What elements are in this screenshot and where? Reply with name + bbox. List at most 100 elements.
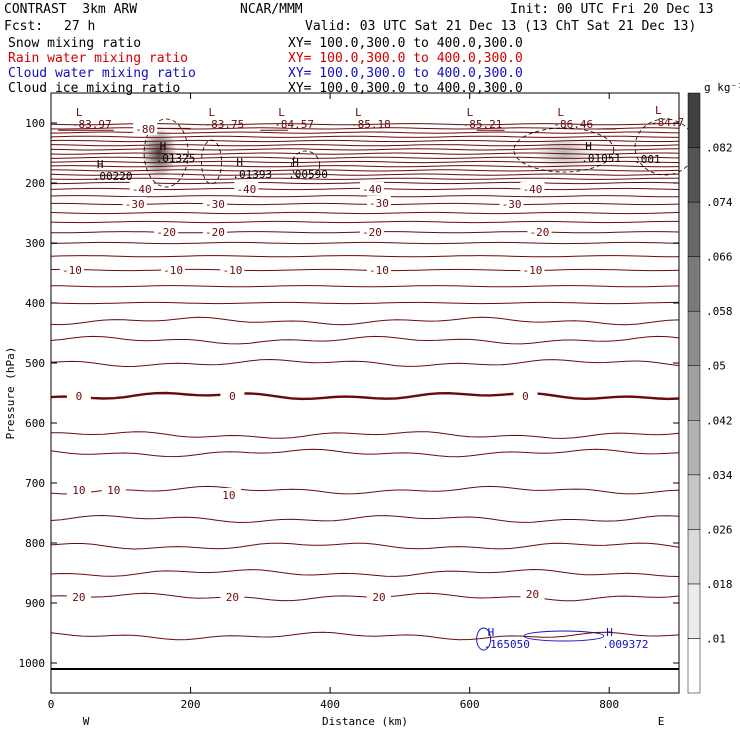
isotherm-line <box>50 156 680 159</box>
isotherm-line <box>50 152 680 155</box>
isotherm-line <box>50 268 680 272</box>
isotherm-line <box>50 391 680 401</box>
contour-label-bg <box>220 263 245 276</box>
colorbar-segment <box>687 638 701 694</box>
isotherm-line <box>50 592 680 602</box>
contour-label-bg <box>527 225 552 239</box>
field-name-cloud-ice: Cloud ice mixing ratio <box>8 81 181 96</box>
contour-label: -10 <box>222 264 242 277</box>
high-value: .01051 <box>581 152 621 165</box>
isotherm-line <box>50 316 680 326</box>
isotherm-line <box>50 241 680 245</box>
contour-label: 0 <box>522 390 529 403</box>
colorbar-segment <box>687 365 701 421</box>
contour-label: -40 <box>523 183 543 196</box>
field-name-snow: Snow mixing ratio <box>8 36 142 51</box>
valid-time: Valid: 03 UTC Sat 21 Dec 13 (13 ChT Sat … <box>305 19 697 34</box>
isotherm-line <box>51 202 680 206</box>
contour-label-bg <box>366 590 391 603</box>
mixing-ratio-contour <box>143 118 189 188</box>
contour-label: -10 <box>163 264 183 277</box>
organization: NCAR/MMM <box>240 2 303 17</box>
contour-label-bg <box>101 483 126 497</box>
high-value: .009372 <box>602 638 648 651</box>
low-value: -84.7 <box>651 116 684 129</box>
contour-label-bg <box>216 488 241 501</box>
mixing-ratio-contour <box>291 150 321 180</box>
contour-label: -10 <box>523 264 543 277</box>
contour-label: -20 <box>362 226 382 239</box>
high-value: .01393 <box>232 168 272 181</box>
contour-label: 10 <box>107 484 120 497</box>
colorbar-label: .026 <box>706 523 733 536</box>
contour-label-bg <box>220 590 245 603</box>
contour-label-bg <box>59 263 84 276</box>
isotherm-line <box>50 285 680 288</box>
high-marker: H <box>97 158 104 171</box>
colorbar-label: .01 <box>706 632 726 645</box>
y-tick-label: 400 <box>25 297 45 310</box>
colorbar-unit: g kg⁻¹ <box>704 81 740 94</box>
low-marker: L <box>208 106 215 119</box>
y-tick-label: 1000 <box>19 657 46 670</box>
y-tick-label: 800 <box>25 537 45 550</box>
y-tick-label: 200 <box>25 177 45 190</box>
field-name-rain: Rain water mixing ratio <box>8 51 189 66</box>
colorbar-segment <box>687 92 701 148</box>
x-tick-label: 0 <box>48 698 55 711</box>
contour-label-bg <box>366 263 391 276</box>
mixing-ratio-contour <box>201 139 222 185</box>
y-tick-label: 500 <box>25 357 45 370</box>
contour-label-bg <box>513 389 538 402</box>
contour-label: 0 <box>229 390 236 403</box>
x-tick-label: 800 <box>599 698 619 711</box>
low-value: -83.75 <box>204 118 244 131</box>
forecast-hours: 27 h <box>64 19 96 34</box>
high-value: .00220 <box>93 170 133 183</box>
contour-label: -10 <box>369 264 389 277</box>
colorbar-segment <box>687 529 701 585</box>
isotherm-line <box>50 514 680 524</box>
contour-label: -20 <box>530 226 550 239</box>
high-marker: H <box>292 156 299 169</box>
isotherm-line <box>50 173 680 176</box>
colorbar-label: .018 <box>706 578 733 591</box>
contour-label: -30 <box>125 198 145 211</box>
contour-label-bg <box>499 197 524 210</box>
mixing-ratio-contour <box>513 127 615 173</box>
isotherm-line <box>50 255 679 258</box>
isotherm-line <box>50 542 680 550</box>
low-value: -83.97 <box>72 118 112 131</box>
contour-label: -20 <box>156 226 176 239</box>
y-tick-label: 300 <box>25 237 45 250</box>
contour-label-bg <box>133 122 158 135</box>
colorbar-label: .034 <box>706 469 733 482</box>
high-value: .01325 <box>156 152 196 165</box>
isotherm-line <box>50 169 680 172</box>
isotherm-line <box>50 148 680 151</box>
field-xy-cloud-water: XY= 100.0,300.0 to 400.0,300.0 <box>288 66 523 81</box>
colorbar-label: .082 <box>706 142 733 155</box>
isotherm-line <box>50 195 680 198</box>
contour-label-bg <box>220 389 245 402</box>
colorbar-label: .058 <box>706 305 733 318</box>
isotherm-line <box>50 135 680 138</box>
high-marker: H <box>488 626 495 639</box>
forecast-label: Fcst: <box>4 19 44 34</box>
colorbar-segment <box>687 583 701 639</box>
cloud-water-contour <box>523 630 605 642</box>
contour-label: -10 <box>62 264 82 277</box>
colorbar-segment <box>687 201 701 257</box>
x-axis-label: Distance (km) <box>322 715 408 728</box>
isotherm-line <box>50 165 680 168</box>
contour-label-bg <box>66 389 91 402</box>
contour-label: -30 <box>369 197 389 210</box>
x-end-label-west: W <box>83 715 90 728</box>
contour-label: 20 <box>226 591 239 604</box>
contour-label-bg <box>366 195 391 209</box>
isotherm-line <box>50 358 680 368</box>
isotherm-line <box>50 335 680 345</box>
colorbar-segment <box>687 256 701 312</box>
contour-label-bg <box>520 587 545 600</box>
